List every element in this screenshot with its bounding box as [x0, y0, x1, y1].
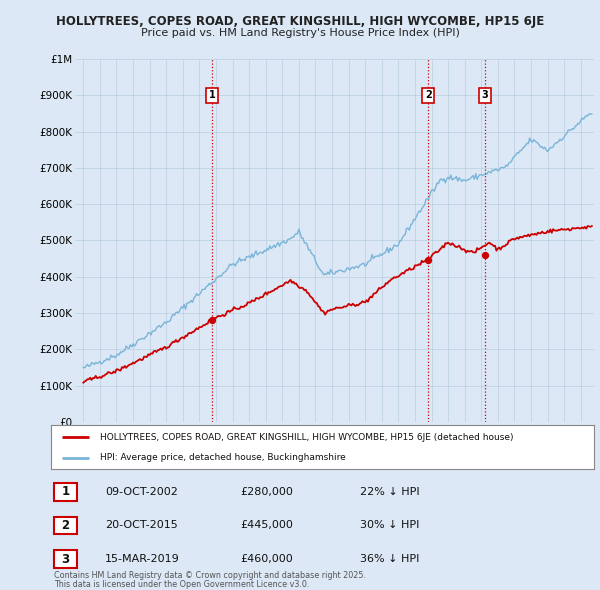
Text: Price paid vs. HM Land Registry's House Price Index (HPI): Price paid vs. HM Land Registry's House … [140, 28, 460, 38]
Text: 3: 3 [481, 90, 488, 100]
Point [480, 250, 490, 260]
Text: 1: 1 [209, 90, 215, 100]
Text: 20-OCT-2015: 20-OCT-2015 [105, 520, 178, 530]
Text: £280,000: £280,000 [240, 487, 293, 497]
Text: This data is licensed under the Open Government Licence v3.0.: This data is licensed under the Open Gov… [54, 579, 310, 589]
Text: 15-MAR-2019: 15-MAR-2019 [105, 554, 180, 564]
Text: 22% ↓ HPI: 22% ↓ HPI [360, 487, 419, 497]
Point [208, 316, 217, 325]
Text: HPI: Average price, detached house, Buckinghamshire: HPI: Average price, detached house, Buck… [100, 454, 346, 463]
Point [424, 255, 433, 265]
Text: 1: 1 [61, 485, 70, 499]
Text: 30% ↓ HPI: 30% ↓ HPI [360, 520, 419, 530]
Text: HOLLYTREES, COPES ROAD, GREAT KINGSHILL, HIGH WYCOMBE, HP15 6JE: HOLLYTREES, COPES ROAD, GREAT KINGSHILL,… [56, 15, 544, 28]
Text: 2: 2 [61, 519, 70, 532]
Text: £460,000: £460,000 [240, 554, 293, 564]
Text: 36% ↓ HPI: 36% ↓ HPI [360, 554, 419, 564]
Text: 2: 2 [425, 90, 431, 100]
Text: Contains HM Land Registry data © Crown copyright and database right 2025.: Contains HM Land Registry data © Crown c… [54, 571, 366, 580]
Text: 3: 3 [61, 552, 70, 566]
Text: HOLLYTREES, COPES ROAD, GREAT KINGSHILL, HIGH WYCOMBE, HP15 6JE (detached house): HOLLYTREES, COPES ROAD, GREAT KINGSHILL,… [100, 432, 514, 442]
Text: £445,000: £445,000 [240, 520, 293, 530]
Text: 09-OCT-2002: 09-OCT-2002 [105, 487, 178, 497]
